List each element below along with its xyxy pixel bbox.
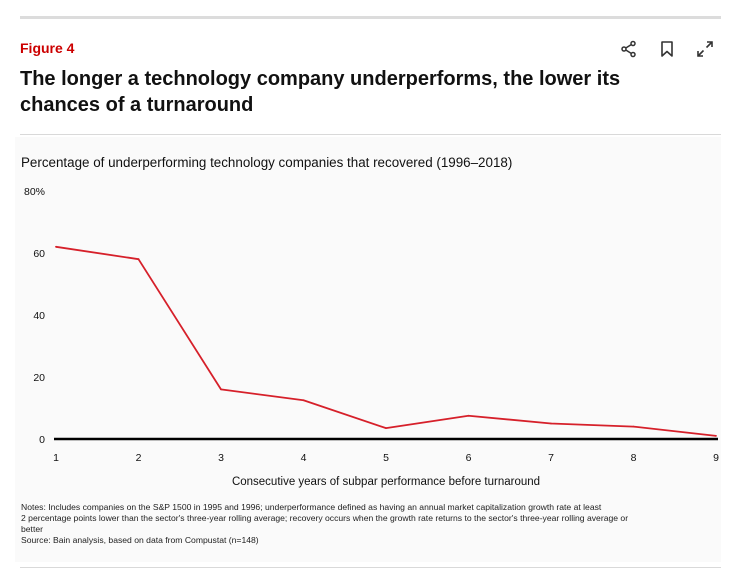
y-tick-label: 60: [33, 248, 45, 260]
bookmark-icon: [661, 41, 673, 57]
chart-panel: [15, 137, 721, 562]
data-point: [385, 427, 387, 430]
data-point: [137, 258, 140, 261]
chart-title: Percentage of underperforming technology…: [21, 155, 512, 170]
x-tick-label: 3: [218, 452, 224, 464]
x-tick-label: 4: [301, 452, 307, 464]
y-axis: 0 20 40 60 80%: [24, 186, 45, 446]
y-tick-label: 0: [39, 434, 45, 446]
data-point: [550, 422, 552, 425]
header-divider: [20, 134, 721, 135]
chart-notes: Notes: Includes companies on the S&P 150…: [21, 502, 721, 546]
y-tick-label: 40: [33, 310, 45, 322]
x-tick-label: 6: [466, 452, 472, 464]
data-point: [715, 435, 717, 437]
x-tick-label: 2: [136, 452, 142, 464]
x-tick-label: 5: [383, 452, 389, 464]
figure-label: Figure 4: [20, 40, 75, 56]
x-tick-label: 1: [53, 452, 59, 464]
notes-line-3: better: [21, 524, 43, 534]
data-point: [55, 245, 57, 248]
figure-toolbar: [617, 37, 717, 61]
series-line: [55, 245, 717, 437]
share-icon: [621, 40, 636, 58]
expand-button[interactable]: [693, 37, 717, 61]
notes-line-1: Notes: Includes companies on the S&P 150…: [21, 502, 602, 512]
y-tick-label: 80%: [24, 186, 45, 198]
bookmark-button[interactable]: [655, 37, 679, 61]
expand-icon: [697, 41, 713, 57]
top-divider: [20, 16, 721, 19]
share-button[interactable]: [617, 37, 641, 61]
x-axis: 1 2 3 4 5 6 7 8 9: [53, 452, 719, 464]
data-point: [467, 414, 470, 417]
figure-headline: The longer a technology company underper…: [20, 68, 621, 116]
x-tick-label: 7: [548, 452, 554, 464]
notes-line-2: 2 percentage points lower than the secto…: [21, 513, 629, 523]
y-tick-label: 20: [33, 372, 45, 384]
source-line: Source: Bain analysis, based on data fro…: [21, 535, 259, 545]
bottom-divider: [20, 567, 721, 568]
data-point: [632, 425, 635, 428]
data-point: [220, 388, 222, 391]
series-points: [55, 245, 717, 437]
line-chart: Percentage of underperforming technology…: [21, 155, 719, 488]
data-point: [302, 399, 305, 402]
x-tick-label: 9: [713, 452, 719, 464]
x-tick-label: 8: [631, 452, 637, 464]
x-axis-label: Consecutive years of subpar performance …: [232, 476, 540, 488]
